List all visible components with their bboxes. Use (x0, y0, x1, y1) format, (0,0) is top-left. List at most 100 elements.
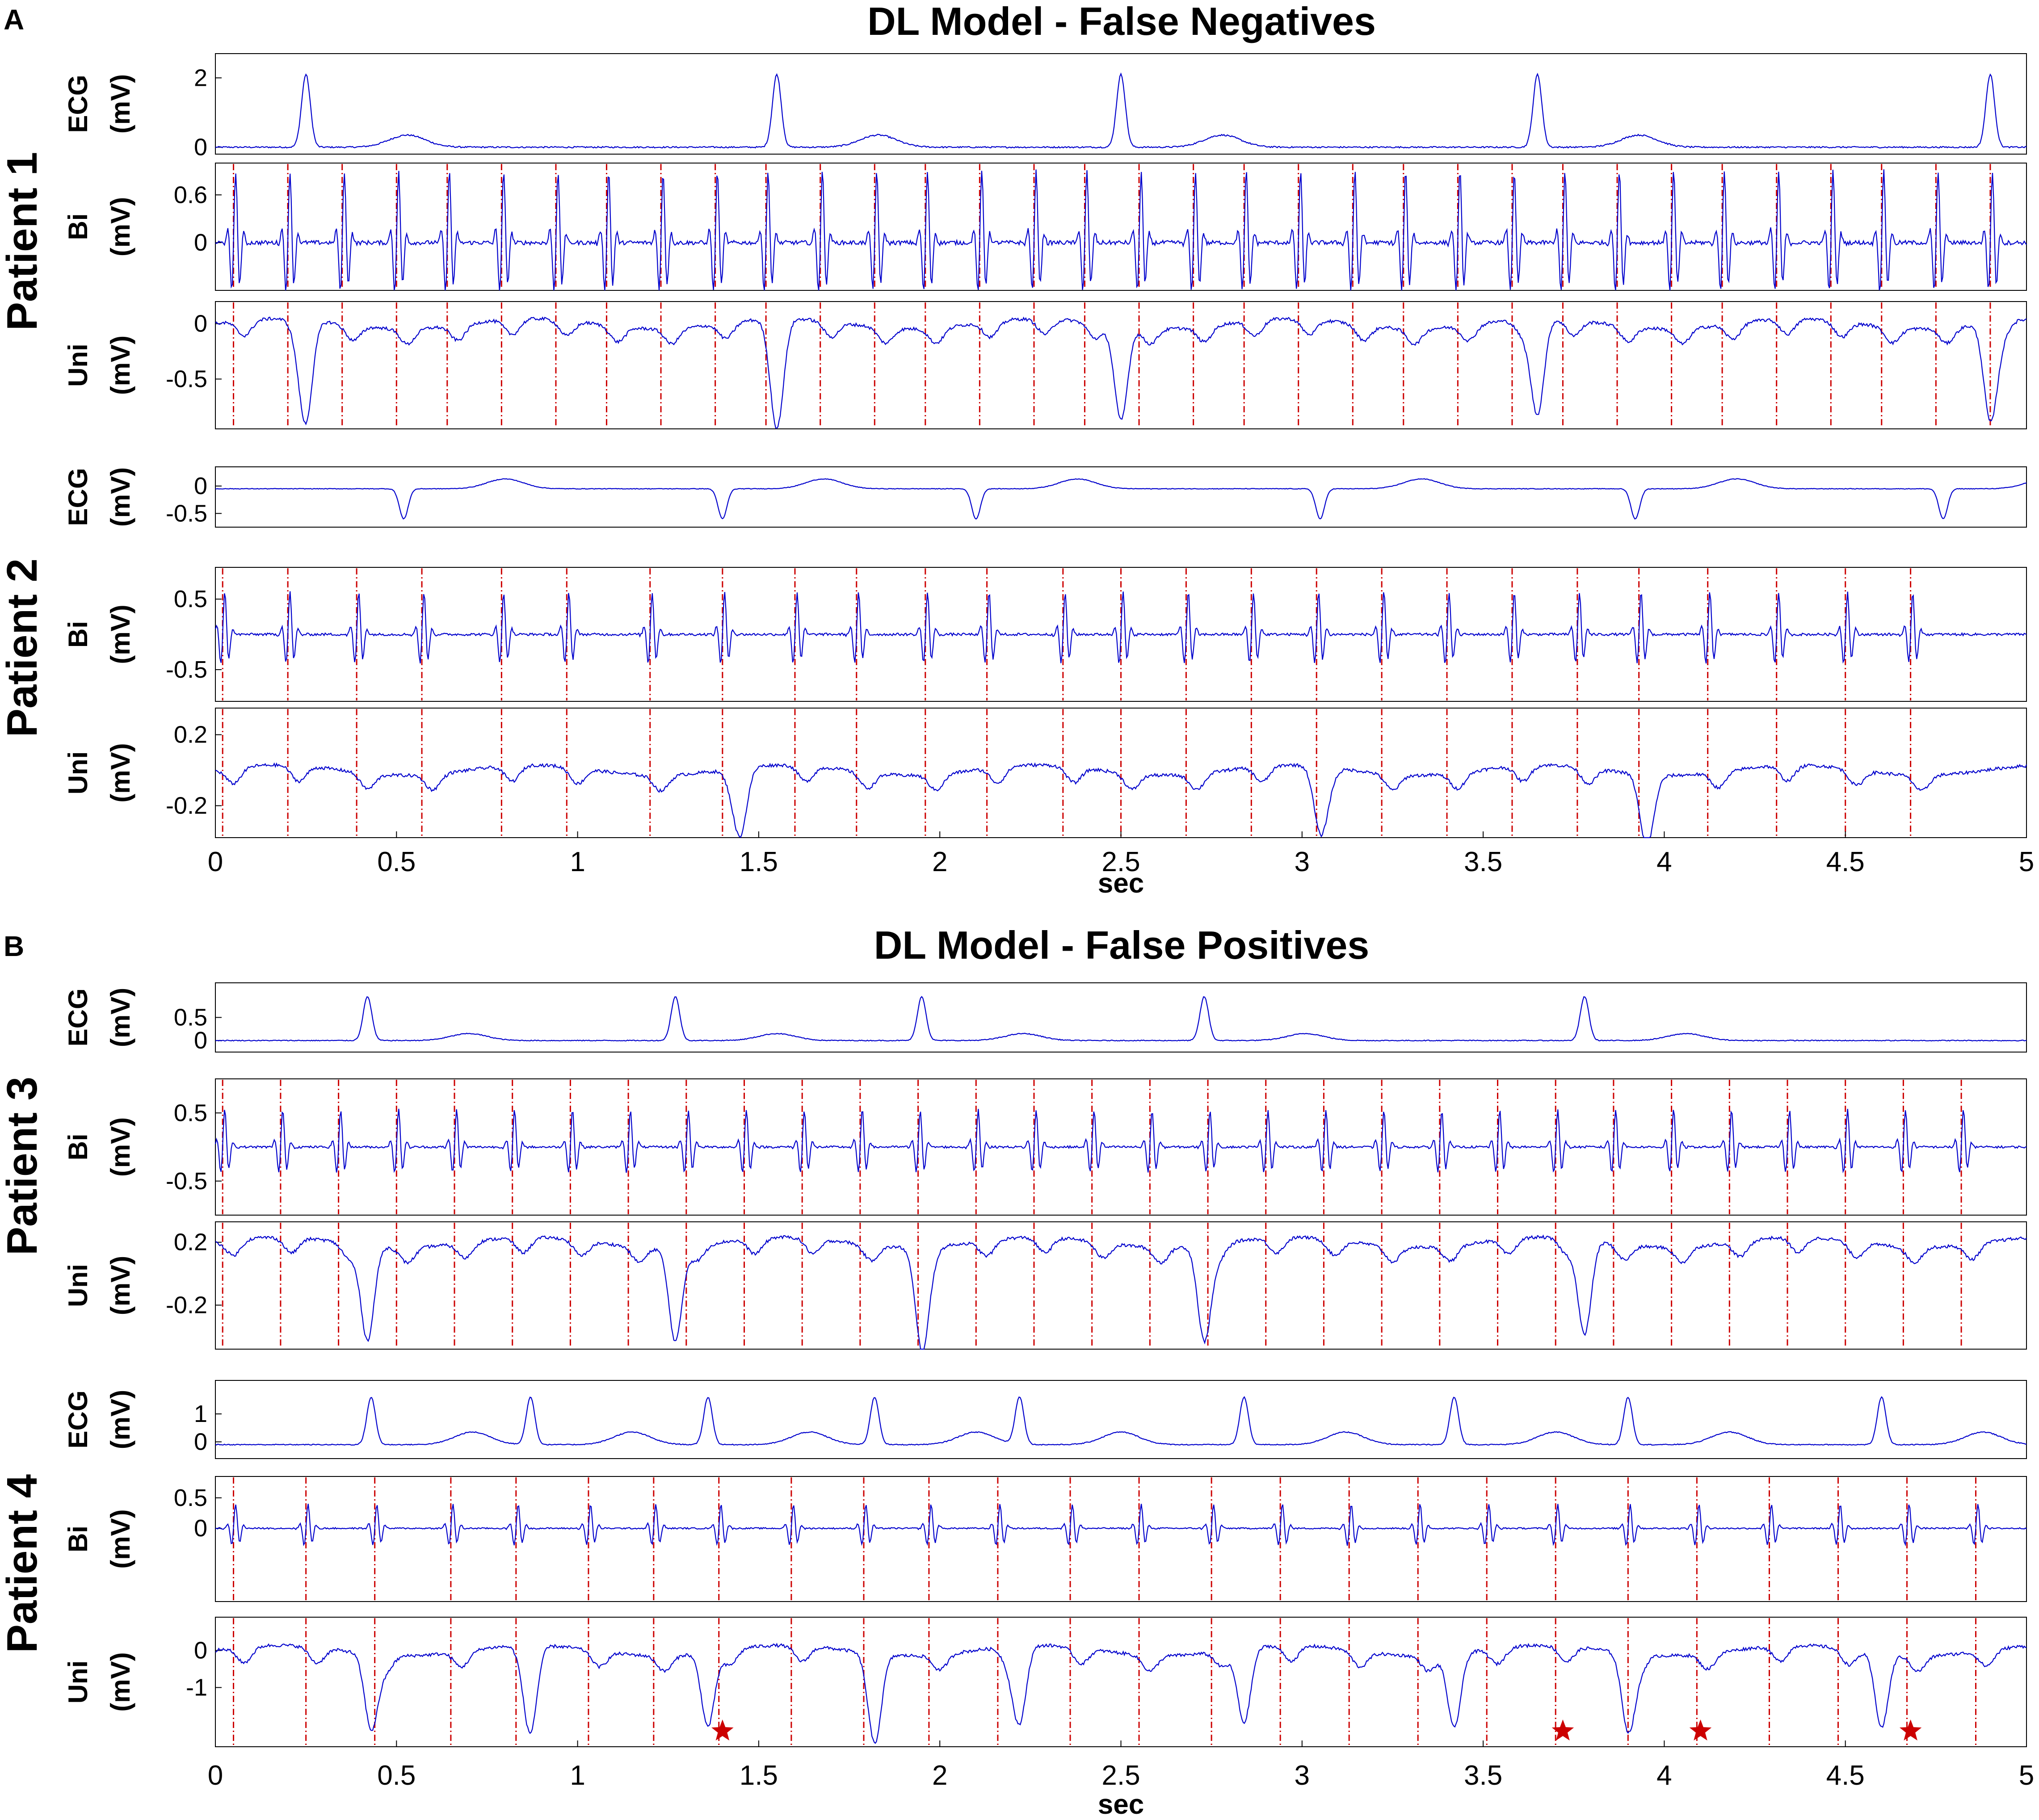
x-tick-label: 5 (2019, 847, 2034, 877)
x-tick-label: 0.5 (377, 847, 416, 877)
bi-signal-trace (215, 1504, 2027, 1547)
channel-label: ECG (63, 1390, 93, 1448)
x-tick-label: 1.5 (740, 1760, 778, 1791)
patient-label: Patient 3 (0, 1077, 46, 1255)
y-tick-label: 0 (194, 473, 207, 499)
unit-label: (mV) (105, 467, 135, 527)
axes-frame (215, 1617, 2027, 1747)
channel-label: Uni (63, 344, 93, 387)
channel-label: Uni (63, 751, 93, 795)
channel-label: Bi (63, 214, 93, 240)
y-tick-label: 0 (194, 1637, 207, 1664)
ecg-signal-trace (215, 72, 2027, 149)
x-tick-label: 5 (2019, 1760, 2034, 1791)
uni-signal-trace (215, 316, 2027, 429)
y-tick-label: 0.6 (174, 181, 207, 208)
axes-frame (215, 1221, 2027, 1350)
channel-label: Uni (63, 1264, 93, 1307)
channel-label: ECG (63, 468, 93, 526)
x-tick-label: 2.5 (1101, 847, 1140, 877)
y-tick-label: -0.5 (166, 500, 207, 527)
x-tick-label: 2.5 (1101, 1760, 1140, 1791)
ecg-signal-trace (215, 996, 2027, 1042)
x-tick-label: 0.5 (377, 1760, 416, 1791)
channel-label: Uni (63, 1661, 93, 1704)
subplot-ecg: ECG (mV) 0 2 (63, 53, 2027, 160)
subplot-bi: Bi (mV) 0.5 -0.5 (63, 1078, 2027, 1216)
y-tick-label: -0.5 (166, 365, 207, 392)
false-positive-star-marker (711, 1719, 734, 1740)
panel-a-title: DL Model - False Negatives (867, 0, 1376, 43)
unit-label: (mV) (105, 197, 135, 256)
x-tick-label: 3 (1295, 1760, 1310, 1791)
x-tick-label: 0 (208, 1760, 223, 1791)
patient-label: Patient 1 (0, 152, 46, 331)
y-tick-label: 0 (194, 310, 207, 337)
y-tick-label: 0 (194, 134, 207, 160)
x-tick-label: 4 (1656, 1760, 1672, 1791)
false-positive-star-marker (1899, 1719, 1922, 1740)
ecg-signal-trace (215, 478, 2027, 520)
axes-frame (215, 163, 2027, 291)
x-tick-label: 4 (1656, 847, 1672, 877)
y-tick-label: -0.2 (166, 792, 207, 819)
x-axis-label: sec (1098, 868, 1144, 899)
unit-label: (mV) (105, 1117, 135, 1177)
unit-label: (mV) (105, 1509, 135, 1568)
x-tick-label: 2 (932, 847, 947, 877)
false-positive-star-marker (1551, 1719, 1574, 1740)
panel-letter-b: B (4, 930, 24, 962)
bi-signal-trace (215, 169, 2027, 291)
y-tick-label: 2 (194, 64, 207, 91)
subplot-uni: Uni (mV) 0 -0.5 (63, 301, 2027, 429)
x-tick-label: 4.5 (1826, 847, 1865, 877)
axes-frame (215, 466, 2027, 528)
channel-label: Bi (63, 1526, 93, 1552)
y-tick-label: 0.5 (174, 1099, 207, 1126)
y-tick-label: -0.2 (166, 1292, 207, 1318)
unit-label: (mV) (105, 335, 135, 395)
y-tick-label: 0 (194, 1429, 207, 1455)
x-tick-label: 3 (1295, 847, 1310, 877)
axes-frame (215, 1380, 2027, 1459)
y-tick-label: 0 (194, 1515, 207, 1542)
y-tick-label: 0.5 (174, 1485, 207, 1511)
channel-label: Bi (63, 621, 93, 648)
channel-label: ECG (63, 75, 93, 133)
y-tick-label: -1 (186, 1674, 207, 1701)
figure-headers: A DL Model - False Negatives B DL Model … (4, 0, 1376, 967)
y-tick-label: 0.2 (174, 721, 207, 748)
y-tick-label: -0.5 (166, 656, 207, 683)
y-tick-label: 0 (194, 229, 207, 256)
y-tick-label: 1 (194, 1401, 207, 1427)
uni-signal-trace (215, 1234, 2027, 1350)
x-tick-label: 1 (570, 847, 585, 877)
unit-label: (mV) (105, 988, 135, 1047)
y-tick-label: 0.5 (174, 586, 207, 612)
ecg-signal-trace (215, 1396, 2027, 1446)
x-tick-label: 3.5 (1464, 1760, 1502, 1791)
x-tick-label: 1 (570, 1760, 585, 1791)
unit-label: (mV) (105, 743, 135, 802)
axes-frame (215, 982, 2027, 1053)
unit-label: (mV) (105, 1256, 135, 1315)
subplot-ecg: ECG (mV) 0.50 (63, 982, 2027, 1054)
x-tick-label: 3.5 (1464, 847, 1502, 877)
channel-label: ECG (63, 988, 93, 1046)
bi-signal-trace (214, 591, 2027, 664)
x-tick-label: 1.5 (740, 847, 778, 877)
false-positive-star-marker (1689, 1719, 1712, 1740)
subplot-bi: Bi (mV) 0.5 0 (63, 1476, 2027, 1602)
panel-b-title: DL Model - False Positives (874, 923, 1369, 967)
subplot-bi: Bi (mV) 0 0.6 (63, 163, 2027, 291)
subplot-uni: Uni (mV) 0 -1 0 0.5 1 1.5 2 2.5 3 3.5 4 4.5 5 sec (63, 1617, 2034, 1820)
unit-label: (mV) (105, 604, 135, 664)
axes-frame (215, 301, 2027, 429)
uni-signal-trace (215, 1643, 2027, 1744)
axes-frame (215, 1476, 2027, 1602)
patient-group: Patient 1 ECG (mV) 0 2 Bi (mV) 0 0.6 Uni (mV) 0 -0.5 (0, 53, 2027, 429)
